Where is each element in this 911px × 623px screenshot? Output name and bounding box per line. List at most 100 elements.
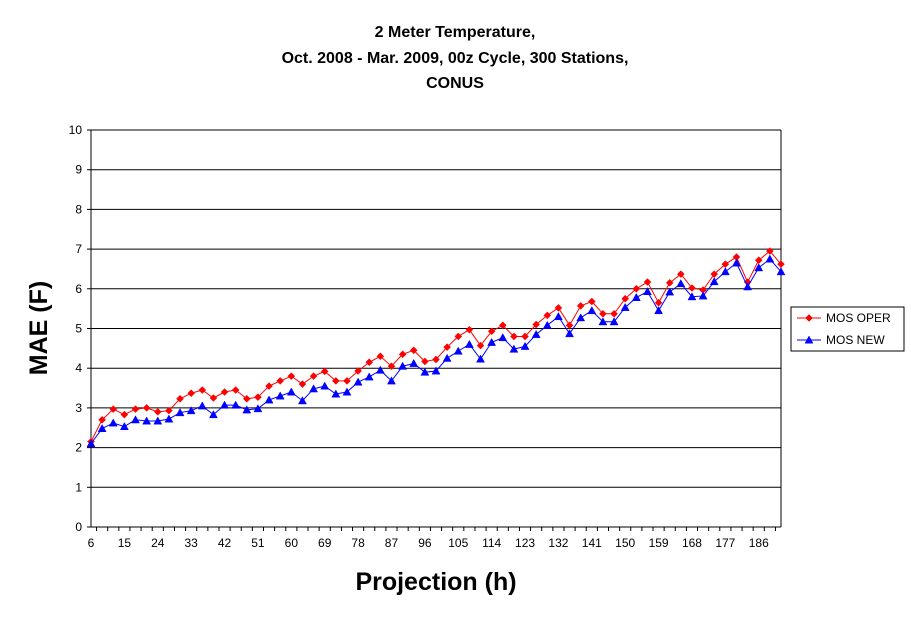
x-tick-label: 6	[88, 536, 95, 550]
data-point-mos-oper	[454, 332, 463, 341]
data-point-mos-oper	[576, 302, 585, 310]
x-tick-label: 87	[385, 536, 399, 550]
data-point-mos-oper	[120, 410, 129, 419]
data-point-mos-oper	[187, 389, 196, 398]
y-tick-label: 2	[75, 441, 82, 455]
data-point-mos-new	[264, 395, 274, 404]
data-point-mos-oper	[343, 377, 351, 385]
data-point-mos-oper	[688, 284, 696, 292]
data-point-mos-new	[654, 306, 664, 315]
y-tick-label: 8	[75, 202, 82, 216]
data-point-mos-new	[409, 358, 419, 367]
data-point-mos-oper	[254, 393, 262, 402]
data-point-mos-new	[175, 408, 185, 417]
data-point-mos-new	[498, 333, 508, 342]
data-point-mos-new	[420, 367, 430, 376]
data-point-mos-oper	[320, 367, 329, 376]
legend-marker-mos-new	[804, 335, 814, 344]
data-point-mos-oper	[298, 380, 307, 388]
data-point-mos-new	[609, 317, 619, 326]
chart-title-line-3: CONUS	[426, 75, 484, 92]
x-tick-label: 150	[615, 536, 635, 550]
y-tick-label: 1	[75, 480, 82, 494]
data-point-mos-oper	[510, 332, 518, 341]
data-point-mos-new	[220, 400, 229, 409]
data-point-mos-new	[197, 401, 207, 410]
data-point-mos-new	[631, 293, 641, 301]
y-tick-label: 3	[75, 401, 82, 415]
data-point-mos-oper	[331, 377, 340, 385]
data-point-mos-oper	[409, 346, 418, 355]
data-point-mos-oper	[265, 382, 273, 390]
data-point-mos-oper	[309, 372, 318, 380]
data-point-mos-new	[553, 312, 563, 321]
data-point-mos-oper	[676, 270, 685, 278]
legend-box	[790, 306, 905, 352]
y-tick-label: 5	[75, 322, 82, 336]
data-point-mos-new	[97, 424, 107, 432]
y-tick-label: 9	[75, 163, 82, 177]
data-point-mos-oper	[532, 320, 541, 329]
legend-label-mos-oper: MOS OPER	[826, 311, 891, 325]
y-tick-label: 0	[75, 520, 82, 534]
data-point-mos-new	[709, 277, 719, 286]
data-point-mos-oper	[376, 352, 385, 361]
data-point-mos-new	[620, 302, 630, 311]
data-point-mos-oper	[621, 294, 630, 303]
data-point-mos-oper	[498, 321, 507, 330]
chart-title-line-1: 2 Meter Temperature,	[375, 24, 536, 41]
data-point-mos-new	[153, 416, 163, 425]
legend-label-mos-new: MOS NEW	[826, 333, 885, 347]
data-point-mos-oper	[231, 386, 240, 394]
data-point-mos-new	[464, 339, 474, 348]
data-point-mos-oper	[421, 357, 429, 366]
data-point-mos-oper	[165, 406, 173, 415]
data-point-mos-new	[242, 405, 252, 414]
data-point-mos-new	[698, 291, 708, 300]
x-tick-label: 24	[151, 536, 165, 550]
x-tick-label: 15	[118, 536, 132, 550]
data-point-mos-new	[754, 263, 764, 272]
data-point-mos-oper	[443, 343, 451, 352]
data-point-mos-new	[298, 396, 307, 405]
data-point-mos-new	[487, 337, 497, 346]
data-point-mos-new	[320, 381, 330, 390]
data-point-mos-oper	[153, 408, 162, 416]
data-point-mos-oper	[220, 388, 229, 396]
data-point-mos-new	[108, 418, 118, 427]
data-point-mos-new	[720, 267, 730, 276]
legend-marker-mos-oper	[805, 314, 813, 322]
x-tick-label: 105	[448, 536, 468, 550]
data-point-mos-new	[375, 365, 385, 374]
data-point-mos-oper	[554, 304, 563, 312]
data-point-mos-oper	[587, 297, 596, 306]
data-point-mos-new	[131, 415, 140, 424]
data-point-mos-new	[765, 254, 775, 263]
data-point-mos-new	[398, 361, 408, 370]
data-point-mos-oper	[398, 350, 407, 359]
data-point-mos-new	[275, 391, 285, 400]
y-axis-title: MAE (F)	[25, 281, 53, 375]
data-point-mos-new	[86, 439, 96, 448]
x-tick-label: 123	[515, 536, 535, 550]
data-point-mos-new	[542, 320, 552, 329]
data-point-mos-oper	[287, 372, 296, 380]
x-axis-title: Projection (h)	[355, 568, 516, 596]
data-point-mos-oper	[131, 405, 140, 413]
x-tick-label: 78	[351, 536, 365, 550]
data-point-mos-new	[442, 353, 452, 362]
data-point-mos-new	[732, 258, 741, 267]
data-point-mos-oper	[565, 321, 574, 330]
data-point-mos-oper	[365, 358, 374, 367]
data-point-mos-new	[431, 366, 441, 375]
data-point-mos-oper	[98, 415, 106, 424]
x-tick-label: 96	[418, 536, 432, 550]
x-tick-label: 186	[749, 536, 769, 550]
data-point-mos-oper	[276, 377, 285, 385]
x-tick-label: 42	[218, 536, 232, 550]
y-tick-label: 6	[75, 282, 82, 296]
y-tick-label: 10	[69, 123, 83, 137]
x-tick-label: 168	[682, 536, 702, 550]
